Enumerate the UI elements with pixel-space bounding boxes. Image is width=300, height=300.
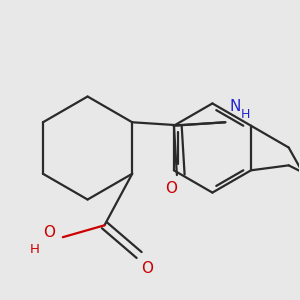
Text: H: H	[241, 108, 250, 121]
Text: N: N	[230, 99, 241, 114]
Text: O: O	[43, 225, 55, 240]
Text: H: H	[30, 243, 40, 256]
Text: O: O	[165, 181, 177, 196]
Text: O: O	[141, 261, 153, 276]
